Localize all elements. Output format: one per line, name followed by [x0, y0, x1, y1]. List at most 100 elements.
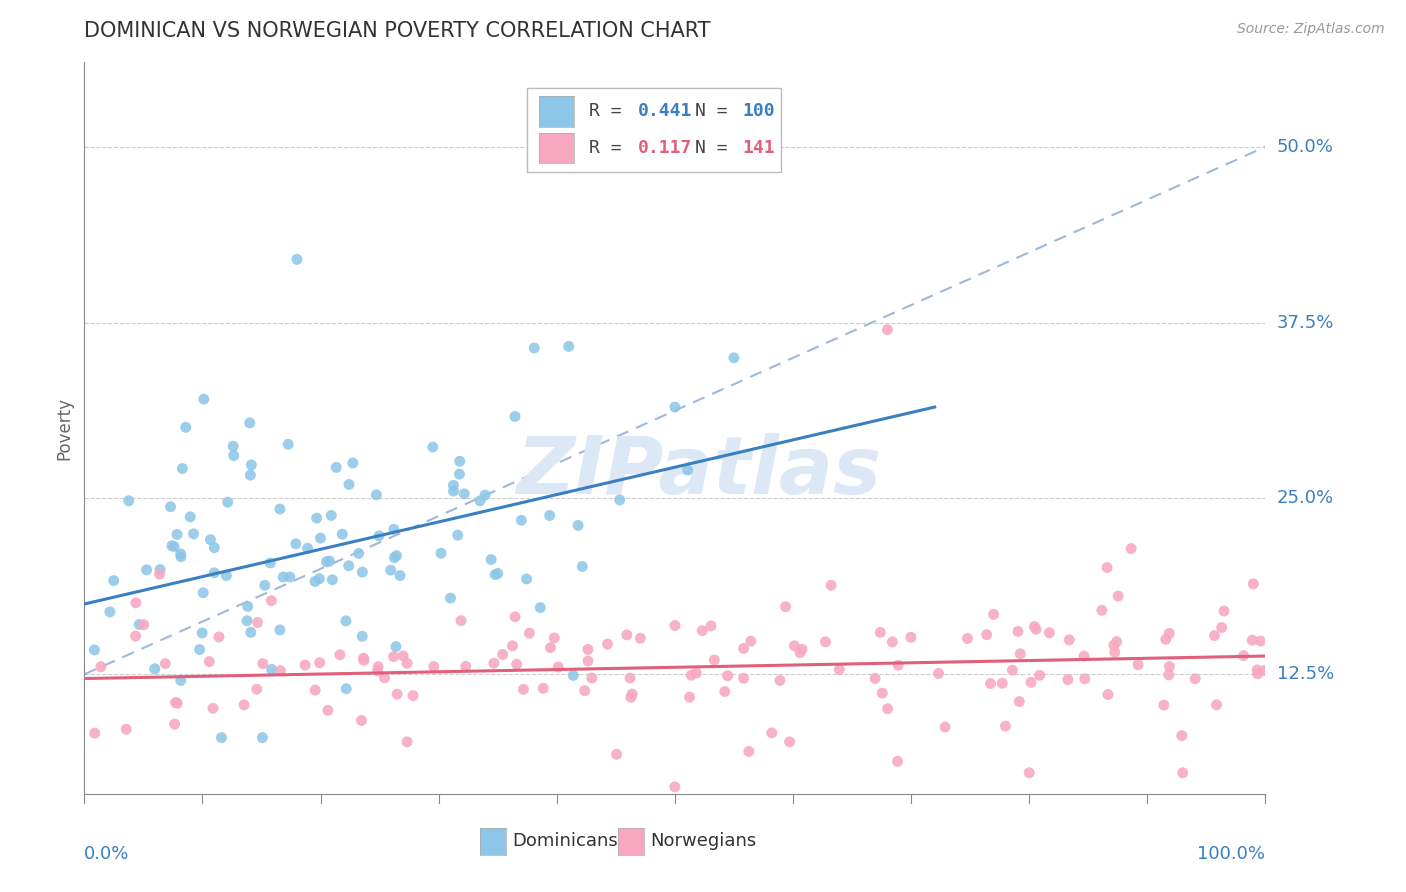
Point: [547, 660, 569, 674]
Text: 100.0%: 100.0%: [1198, 845, 1265, 863]
Point: [723, 351, 745, 365]
Point: [814, 635, 837, 649]
Point: [240, 458, 263, 472]
Point: [148, 567, 170, 582]
Point: [769, 673, 792, 688]
Point: [454, 659, 477, 673]
Point: [366, 488, 388, 502]
Point: [215, 568, 238, 582]
Point: [1010, 647, 1032, 661]
Point: [253, 578, 276, 592]
Point: [392, 648, 415, 663]
Point: [576, 642, 599, 657]
Point: [1204, 629, 1226, 643]
Text: 100: 100: [742, 103, 775, 120]
Point: [516, 572, 538, 586]
Point: [983, 607, 1005, 622]
Point: [690, 624, 713, 638]
Point: [505, 657, 527, 672]
Text: 37.5%: 37.5%: [1277, 314, 1334, 332]
Point: [170, 673, 193, 688]
Point: [166, 696, 188, 710]
Point: [479, 552, 502, 566]
Point: [1104, 645, 1126, 659]
Point: [616, 628, 638, 642]
Point: [596, 637, 619, 651]
Point: [468, 494, 491, 508]
Point: [337, 477, 360, 491]
Point: [567, 518, 589, 533]
Point: [789, 646, 811, 660]
Point: [1091, 603, 1114, 617]
Point: [159, 500, 181, 514]
Point: [222, 439, 245, 453]
Point: [271, 570, 294, 584]
Point: [512, 682, 534, 697]
Point: [1250, 634, 1272, 648]
Point: [335, 681, 357, 696]
Point: [1153, 698, 1175, 712]
Point: [1056, 673, 1078, 687]
Point: [278, 570, 301, 584]
Point: [574, 683, 596, 698]
Point: [1157, 668, 1180, 682]
Point: [174, 420, 197, 434]
Y-axis label: Poverty: Poverty: [55, 397, 73, 459]
Point: [98, 605, 121, 619]
Point: [620, 690, 643, 705]
Point: [236, 599, 259, 614]
Point: [1038, 625, 1060, 640]
Point: [678, 690, 700, 704]
Point: [876, 323, 898, 337]
Point: [1057, 632, 1080, 647]
Point: [1074, 672, 1097, 686]
Point: [503, 609, 526, 624]
Point: [389, 568, 412, 582]
Point: [294, 658, 316, 673]
Point: [761, 726, 783, 740]
Point: [246, 682, 269, 697]
Point: [342, 456, 364, 470]
Point: [510, 513, 533, 527]
Point: [664, 400, 686, 414]
Point: [733, 671, 755, 685]
Point: [828, 663, 851, 677]
Point: [236, 614, 259, 628]
Text: DOMINICAN VS NORWEGIAN POVERTY CORRELATION CHART: DOMINICAN VS NORWEGIAN POVERTY CORRELATI…: [84, 21, 711, 41]
Point: [1008, 695, 1031, 709]
Point: [382, 649, 405, 664]
Point: [664, 618, 686, 632]
Point: [260, 593, 283, 607]
Point: [443, 483, 465, 498]
Point: [1018, 765, 1040, 780]
Text: Dominicans: Dominicans: [512, 832, 617, 850]
Point: [492, 648, 515, 662]
Point: [382, 522, 405, 536]
Text: Norwegians: Norwegians: [650, 832, 756, 850]
Point: [90, 660, 112, 674]
Point: [876, 702, 898, 716]
Point: [246, 615, 269, 630]
Point: [170, 549, 193, 564]
Point: [269, 502, 291, 516]
Point: [193, 586, 215, 600]
Point: [733, 641, 755, 656]
Point: [820, 578, 842, 592]
Point: [447, 528, 470, 542]
Point: [779, 735, 801, 749]
Text: 141: 141: [742, 139, 775, 157]
Point: [439, 591, 461, 606]
Point: [790, 642, 813, 657]
Point: [628, 632, 651, 646]
Point: [308, 572, 330, 586]
Point: [222, 449, 245, 463]
Point: [562, 668, 585, 682]
Point: [1211, 620, 1233, 634]
Point: [700, 619, 723, 633]
Point: [160, 539, 183, 553]
Point: [863, 672, 886, 686]
Point: [1102, 638, 1125, 652]
Point: [202, 566, 225, 580]
Point: [352, 629, 374, 643]
Point: [277, 437, 299, 451]
